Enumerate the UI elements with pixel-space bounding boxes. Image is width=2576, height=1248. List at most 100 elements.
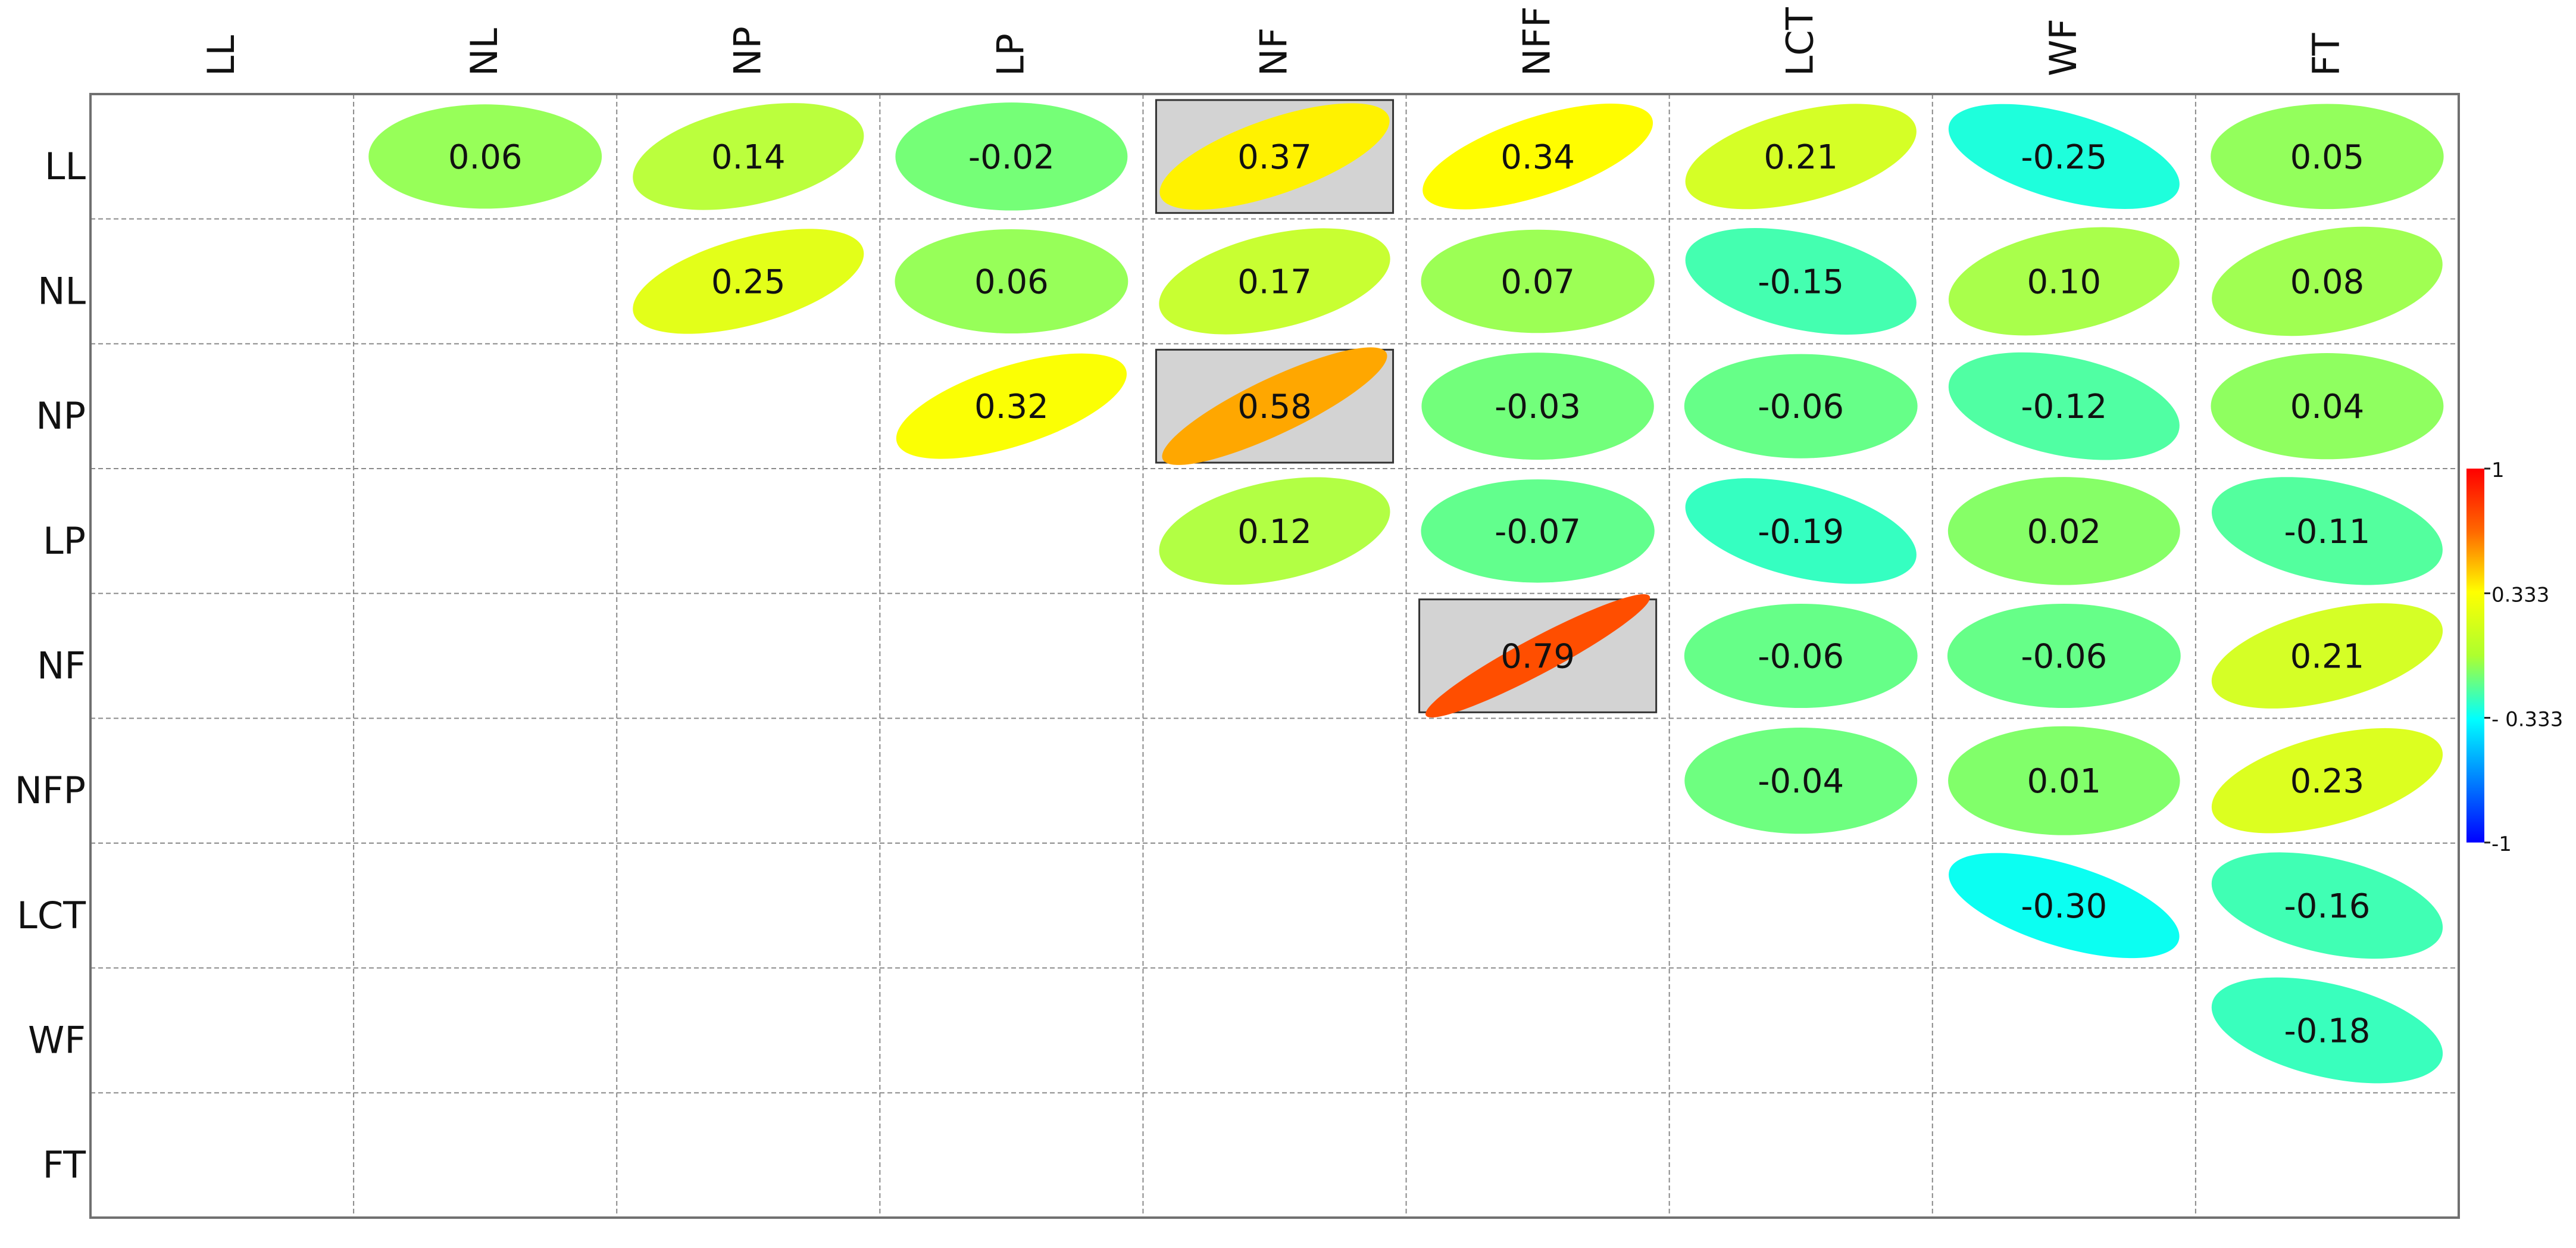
correlation-value-label: -0.12 <box>2021 388 2107 426</box>
correlation-cell: 0.14 <box>633 103 864 210</box>
correlation-value-label: 0.37 <box>1237 138 1312 177</box>
colorbar-tick-label: -1 <box>2491 832 2512 856</box>
correlation-value-label: 0.07 <box>1500 263 1575 302</box>
row-label: NP <box>36 394 86 438</box>
correlation-value-label: 0.79 <box>1500 638 1575 676</box>
correlation-ellipse <box>1685 104 1917 210</box>
correlation-value-label: -0.25 <box>2021 138 2107 177</box>
correlation-ellipse <box>895 102 1128 211</box>
colorbar-tick-label: - 0.333 <box>2491 708 2563 732</box>
correlation-ellipse <box>1159 477 1390 585</box>
correlation-ellipse <box>2211 477 2443 585</box>
row-label: LCT <box>17 894 86 937</box>
axis-labels: LL NL NP LP NF NFF LCT WF FT LL NL NP LP NF NFP LCT WF FT <box>15 6 2348 1187</box>
correlation-ellipse <box>1947 603 2181 709</box>
correlation-value-label: -0.19 <box>1758 513 1844 551</box>
correlation-ellipse <box>1159 103 1390 210</box>
correlation-cell: 0.32 <box>896 353 1127 459</box>
column-label: LCT <box>1778 7 1822 76</box>
correlation-ellipse <box>1162 347 1387 465</box>
correlation-cell: -0.06 <box>1684 603 1918 709</box>
correlation-ellipse <box>1948 227 2180 336</box>
correlation-cell: 0.08 <box>2212 226 2443 336</box>
correlation-ellipse <box>633 229 864 334</box>
column-label: NFF <box>1515 6 1559 76</box>
column-label: NP <box>726 26 769 76</box>
correlation-value-label: -0.02 <box>968 138 1055 177</box>
correlation-cell: -0.06 <box>1684 354 1918 458</box>
correlation-value-label: -0.30 <box>2021 887 2107 926</box>
correlation-value-label: -0.03 <box>1495 388 1581 426</box>
correlation-value-label: 0.10 <box>2027 263 2101 302</box>
correlation-ellipse <box>2211 728 2443 834</box>
correlation-cells: 0.06 0.14 -0.02 0.37 0.34 0.21 -0.25 0.05 0.25 0.… <box>368 99 2444 1084</box>
correlation-value-label: 0.06 <box>448 138 523 177</box>
correlation-cell: 0.02 <box>1947 477 2180 585</box>
correlation-ellipse <box>1421 229 1655 333</box>
correlation-value-label: 0.06 <box>974 263 1049 302</box>
correlation-cell: -0.12 <box>1948 352 2180 460</box>
correlation-cell: 0.06 <box>895 229 1128 334</box>
correlation-ellipse <box>1684 354 1918 458</box>
correlation-cell: -0.06 <box>1947 603 2181 709</box>
correlation-ellipse <box>1948 352 2180 460</box>
correlation-ellipse <box>633 103 864 210</box>
correlation-cell: -0.19 <box>1685 478 1917 584</box>
correlation-cell: -0.04 <box>1684 728 1918 834</box>
correlation-value-label: 0.25 <box>711 263 786 302</box>
correlation-ellipse <box>2211 603 2443 709</box>
correlation-ellipse <box>1948 104 2180 209</box>
correlation-ellipse <box>1421 479 1655 583</box>
correlation-cell: 0.25 <box>633 229 864 334</box>
column-label: NL <box>462 28 506 76</box>
row-label: WF <box>28 1019 86 1062</box>
correlation-value-label: -0.11 <box>2284 513 2370 551</box>
correlation-ellipse <box>1948 726 2180 835</box>
correlation-cell: 0.21 <box>1685 104 1917 210</box>
correlation-cell: 0.23 <box>2211 728 2443 834</box>
correlation-value-label: 0.21 <box>1764 138 1838 177</box>
correlation-value-label: -0.18 <box>2284 1012 2370 1051</box>
correlation-cell: 0.10 <box>1948 227 2180 336</box>
column-label: WF <box>2042 18 2085 76</box>
row-label: LP <box>43 519 86 563</box>
correlation-ellipse <box>1685 227 1917 335</box>
column-label: FT <box>2305 32 2348 76</box>
colorbar-tick-label: 1 <box>2491 458 2505 482</box>
correlation-cell: -0.25 <box>1948 104 2180 209</box>
row-label: NL <box>37 270 86 313</box>
correlation-ellipse <box>2211 353 2444 460</box>
correlation-cell: 0.07 <box>1421 229 1655 333</box>
correlation-cell: 0.37 <box>1155 99 1395 214</box>
correlation-cell: -0.03 <box>1421 352 1654 460</box>
correlation-cell: 0.12 <box>1159 477 1390 585</box>
correlation-ellipse <box>2211 852 2443 959</box>
correlation-cell: 0.05 <box>2211 104 2444 210</box>
correlation-cell: 0.21 <box>2211 603 2443 709</box>
plot-frame <box>89 93 2460 1219</box>
correlation-value-label: 0.58 <box>1237 388 1312 426</box>
correlation-value-label: -0.15 <box>1758 263 1844 302</box>
correlation-cell: -0.30 <box>1949 853 2180 959</box>
correlation-value-label: 0.05 <box>2290 138 2365 177</box>
correlation-cell: -0.15 <box>1685 227 1917 335</box>
color-legend: 1 0.333 - 0.333 -1 <box>2466 458 2563 856</box>
correlation-ellipse <box>1423 104 1653 210</box>
correlation-cell: -0.02 <box>895 102 1128 211</box>
correlation-cell: 0.58 <box>1155 347 1395 465</box>
correlation-ellipse <box>1425 594 1650 718</box>
correlation-value-label: 0.34 <box>1500 138 1575 177</box>
column-label: LP <box>989 33 1032 76</box>
correlation-value-label: 0.02 <box>2027 513 2101 551</box>
correlation-cell: -0.18 <box>2211 977 2443 1084</box>
correlation-ellipse <box>368 104 602 209</box>
correlation-ellipse <box>1421 352 1654 460</box>
correlation-ellipse <box>1684 603 1918 709</box>
correlation-cell: -0.07 <box>1421 479 1655 583</box>
column-label: NF <box>1252 27 1296 76</box>
correlation-cell: -0.11 <box>2211 477 2443 585</box>
correlation-ellipse <box>1947 477 2180 585</box>
correlation-ellipse <box>2211 104 2444 210</box>
correlation-cell: 0.01 <box>1948 726 2180 835</box>
